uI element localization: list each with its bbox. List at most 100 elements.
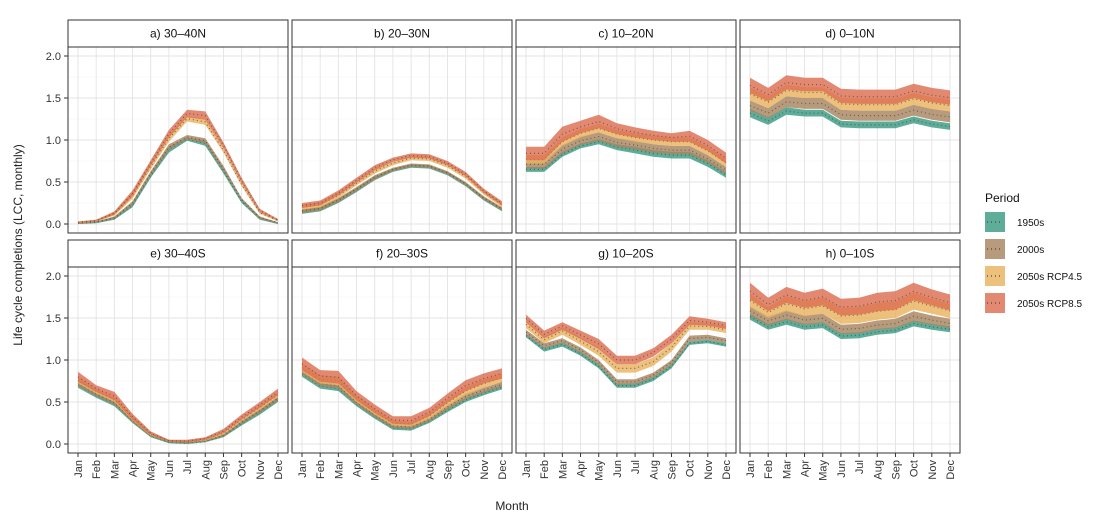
legend: Period 1950s 2000s 2050s RCP4.5 2050s RCP8.5 xyxy=(985,191,1082,313)
series-band-1950s xyxy=(750,107,950,130)
series-median-line xyxy=(301,370,503,428)
x-tick-label: Aug xyxy=(648,460,660,480)
x-tick-label: Nov xyxy=(479,460,491,480)
panel-strip xyxy=(67,19,289,48)
series-median-line xyxy=(749,310,951,330)
panel-strip xyxy=(291,19,513,48)
x-tick-label: Oct xyxy=(909,460,921,477)
panel: c) 10–20N xyxy=(515,19,737,234)
series-band-2050s-rcp8-5 xyxy=(526,114,726,164)
legend-label: 2050s RCP4.5 xyxy=(1017,272,1082,283)
panel-strip xyxy=(739,19,961,48)
legend-item: 2000s xyxy=(985,239,1044,259)
x-tick-label: Jul xyxy=(854,460,866,474)
panel-strip xyxy=(67,239,289,268)
x-tick-label: Feb xyxy=(315,460,327,479)
x-tick-label: Oct xyxy=(461,460,473,477)
panel-strip xyxy=(739,239,961,268)
series-band-2050s-rcp8-5 xyxy=(302,357,502,425)
x-tick-label: Nov xyxy=(927,460,939,480)
y-axis-title: Life cycle completions (LCC, monthly) xyxy=(11,144,25,345)
x-tick-label: Jun xyxy=(612,460,624,478)
x-tick-label: Apr xyxy=(576,460,588,477)
y-tick-label: 1.0 xyxy=(46,135,61,147)
legend-label: 2050s RCP8.5 xyxy=(1017,299,1082,310)
series-median-line xyxy=(749,101,951,118)
series-median-line xyxy=(749,89,951,107)
series-median-line xyxy=(526,141,727,176)
x-tick-label: Dec xyxy=(273,460,285,480)
legend-label: 1950s xyxy=(1017,218,1044,229)
x-tick-label: Dec xyxy=(945,460,957,480)
series-band-2050s-rcp8-5 xyxy=(750,282,950,316)
panel: d) 0–10N xyxy=(739,19,961,234)
x-tick-label: Jul xyxy=(182,460,194,474)
series-median-line xyxy=(301,363,503,422)
x-tick-label: Jun xyxy=(388,460,400,478)
series-band-2050s-rcp4-5 xyxy=(302,156,502,210)
x-tick-label: Dec xyxy=(721,460,733,480)
panel-strip xyxy=(515,239,737,268)
panel-border xyxy=(515,46,737,234)
series-band-1950s xyxy=(526,139,726,178)
series-band-2000s xyxy=(78,135,278,224)
x-tick-label: Jun xyxy=(836,460,848,478)
x-tick-label: Feb xyxy=(539,460,551,479)
y-tick-label: 0.5 xyxy=(46,397,61,409)
x-tick-label: Mar xyxy=(557,460,569,479)
series-median-line xyxy=(526,135,727,171)
series-band-2050s-rcp8-5 xyxy=(302,153,502,208)
panel-border xyxy=(291,46,513,234)
x-tick-label: Aug xyxy=(424,460,436,480)
x-tick-label: Aug xyxy=(200,460,212,480)
x-tick-label: Oct xyxy=(685,460,697,477)
legend-item: 1950s xyxy=(985,212,1044,232)
panel-title: a) 30–40N xyxy=(150,27,206,41)
panel: e) 30–40S 0.0 0.5 1.0 1.5 2.0 Jan Feb Mar Apr May J… xyxy=(46,239,289,481)
series-median-line xyxy=(749,316,951,337)
series-median-line xyxy=(77,117,279,223)
series-median-line xyxy=(301,154,503,207)
y-tick-label: 1.5 xyxy=(46,93,61,105)
panel: h) 0–10S Jan Feb Mar Apr May Jun Jul Aug Sep Oct No… xyxy=(739,239,961,481)
series-band-2050s-rcp4-5 xyxy=(302,363,502,427)
legend-item: 2050s RCP4.5 xyxy=(985,266,1082,286)
series-median-line xyxy=(525,323,727,369)
x-tick-label: Jul xyxy=(406,460,418,474)
x-axis-title: Month xyxy=(495,499,528,513)
panel-title: f) 20–30S xyxy=(376,247,428,261)
panels-layer: a) 30–40N 0.0 0.5 1.0 1.5 2.0 b) 20–30N c) 10–2… xyxy=(46,19,961,481)
series-band-2000s xyxy=(750,96,950,123)
x-tick-label: Nov xyxy=(703,460,715,480)
panel-title: e) 30–40S xyxy=(150,247,205,261)
x-tick-label: Apr xyxy=(128,460,140,477)
x-tick-label: May xyxy=(594,460,606,481)
x-tick-label: May xyxy=(146,460,158,481)
series-median-line xyxy=(77,112,279,223)
panel: f) 20–30S Jan Feb Mar Apr May Jun Jul Aug Sep Oct N… xyxy=(291,239,513,481)
panel-title: d) 0–10N xyxy=(825,27,874,41)
legend-title: Period xyxy=(985,191,1020,205)
x-tick-label: Jul xyxy=(630,460,642,474)
x-tick-label: Feb xyxy=(763,460,775,479)
y-tick-label: 0.0 xyxy=(46,439,61,451)
legend-label: 2000s xyxy=(1017,245,1044,256)
y-tick-label: 2.0 xyxy=(46,51,61,63)
panel-border xyxy=(739,46,961,234)
y-tick-label: 1.5 xyxy=(46,313,61,325)
x-tick-label: Jan xyxy=(521,460,533,478)
x-tick-label: Mar xyxy=(333,460,345,479)
series-band-2000s xyxy=(750,306,950,334)
panel-title: b) 20–30N xyxy=(374,27,430,41)
series-median-line xyxy=(749,290,951,308)
series-median-line xyxy=(749,81,951,99)
panel: b) 20–30N xyxy=(291,19,513,234)
x-tick-label: Dec xyxy=(497,460,509,480)
panel-title: h) 0–10S xyxy=(826,247,875,261)
panel: a) 30–40N 0.0 0.5 1.0 1.5 2.0 xyxy=(46,19,289,234)
panel-title: c) 10–20N xyxy=(598,27,653,41)
series-median-line xyxy=(526,120,727,159)
x-tick-label: Oct xyxy=(237,460,249,477)
y-tick-label: 0.5 xyxy=(46,177,61,189)
